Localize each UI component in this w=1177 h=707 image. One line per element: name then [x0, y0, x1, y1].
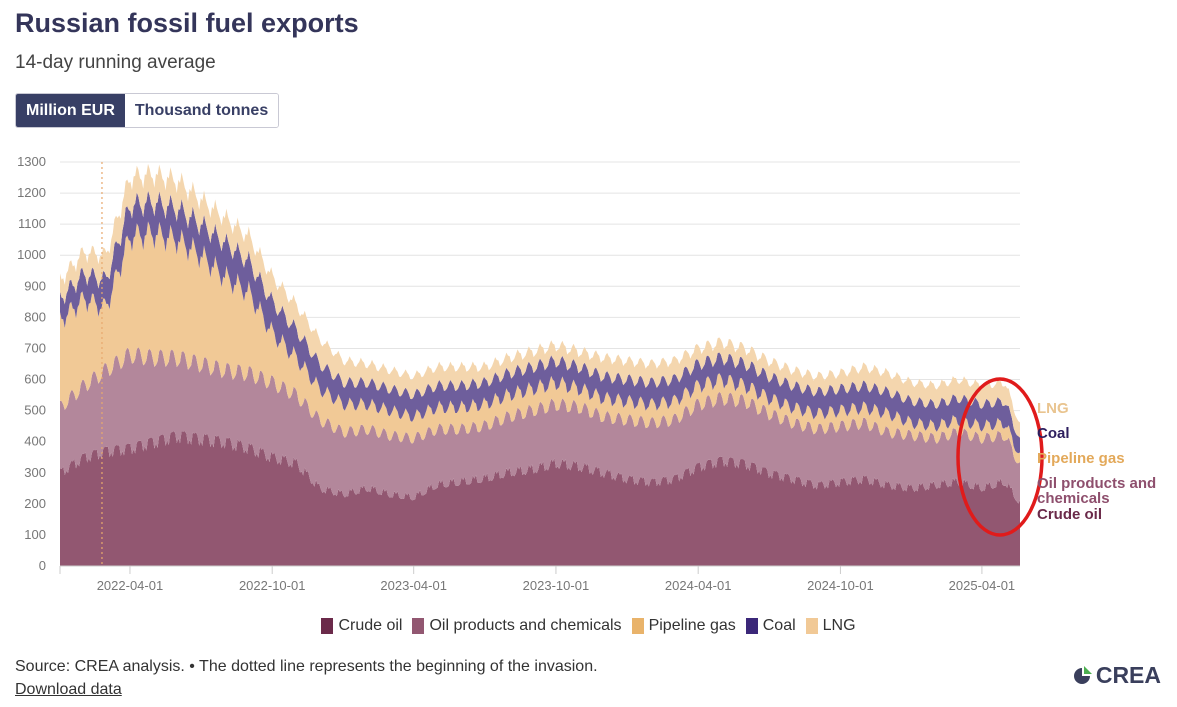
legend-swatch	[412, 618, 425, 634]
chart-legend: Crude oil Oil products and chemicals Pip…	[0, 617, 1177, 635]
unit-toggle: Million EUR Thousand tonnes	[15, 93, 280, 128]
x-tick-label: 2022-04-01	[97, 578, 164, 593]
crea-logo: CREA	[1072, 662, 1161, 689]
x-tick-label: 2024-04-01	[665, 578, 732, 593]
area-crude-oil	[60, 430, 1020, 566]
end-label: Pipeline gas	[1037, 450, 1125, 467]
legend-label: LNG	[822, 617, 856, 634]
download-data-link[interactable]: Download data	[15, 681, 122, 698]
thousand-tonnes-button[interactable]: Thousand tonnes	[124, 94, 279, 127]
million-eur-button[interactable]: Million EUR	[16, 94, 125, 127]
y-tick-label: 500	[24, 403, 46, 418]
area-coal	[60, 190, 1020, 454]
x-tick-label: 2023-10-01	[523, 578, 590, 593]
legend-swatch	[805, 618, 818, 634]
end-label: Coal	[1037, 425, 1070, 442]
legend-label: Oil products and chemicals	[429, 617, 622, 634]
y-tick-label: 900	[24, 278, 46, 293]
legend-item-pipeline-gas[interactable]: Pipeline gas	[631, 617, 736, 635]
x-tick-label: 2022-10-01	[239, 578, 306, 593]
y-tick-label: 400	[24, 434, 46, 449]
legend-item-lng[interactable]: LNG	[805, 617, 856, 635]
legend-swatch	[631, 618, 644, 634]
y-tick-label: 1000	[17, 247, 46, 262]
y-tick-label: 300	[24, 465, 46, 480]
y-tick-label: 800	[24, 309, 46, 324]
x-axis: 2022-04-01 2022-10-01 2023-04-01 2023-10-01…	[59, 565, 1020, 593]
legend-swatch	[321, 618, 334, 634]
legend-label: Crude oil	[338, 617, 403, 634]
y-tick-label: 700	[24, 340, 46, 355]
crea-logo-icon	[1073, 665, 1092, 684]
area-pipeline-gas	[60, 221, 1020, 464]
end-label: Oil products and chemicals	[1037, 475, 1156, 507]
x-tick-label: 2025-04-01	[949, 578, 1016, 593]
legend-label: Pipeline gas	[648, 617, 736, 634]
y-tick-label: 200	[24, 496, 46, 511]
crea-logo-text: CREA	[1095, 662, 1161, 688]
page-subtitle: 14-day running average	[15, 52, 216, 73]
y-axis: 0 100 200 300 400 500 600 700 800 900 1000 1100 1200…	[17, 154, 46, 573]
y-tick-label: 1100	[18, 216, 46, 231]
y-tick-label: 1300	[17, 154, 46, 169]
legend-swatch	[745, 618, 758, 634]
x-tick-label: 2024-10-01	[807, 578, 874, 593]
area-lng	[60, 163, 1020, 438]
y-tick-label: 600	[24, 372, 46, 387]
end-label: LNG	[1037, 400, 1069, 417]
highlight-circle	[956, 377, 1044, 537]
series-areas	[60, 163, 1020, 566]
legend-item-crude-oil[interactable]: Crude oil	[321, 617, 402, 635]
area-oil-products-and-chemicals	[60, 347, 1020, 504]
y-tick-label: 0	[39, 558, 46, 573]
y-tick-label: 100	[24, 527, 46, 542]
end-label: Crude oil	[1037, 506, 1102, 523]
annotations	[101, 162, 1044, 566]
stacked-area-chart: 0 100 200 300 400 500 600 700 800 900 1000 1100 1200…	[17, 154, 1156, 593]
legend-item-oil-products[interactable]: Oil products and chemicals	[412, 617, 622, 635]
page-title: Russian fossil fuel exports	[15, 8, 359, 38]
source-note: Source: CREA analysis. • The dotted line…	[15, 658, 598, 675]
y-tick-label: 1200	[17, 185, 46, 200]
x-tick-label: 2023-04-01	[380, 578, 447, 593]
legend-item-coal[interactable]: Coal	[745, 617, 796, 635]
legend-label: Coal	[762, 617, 796, 634]
